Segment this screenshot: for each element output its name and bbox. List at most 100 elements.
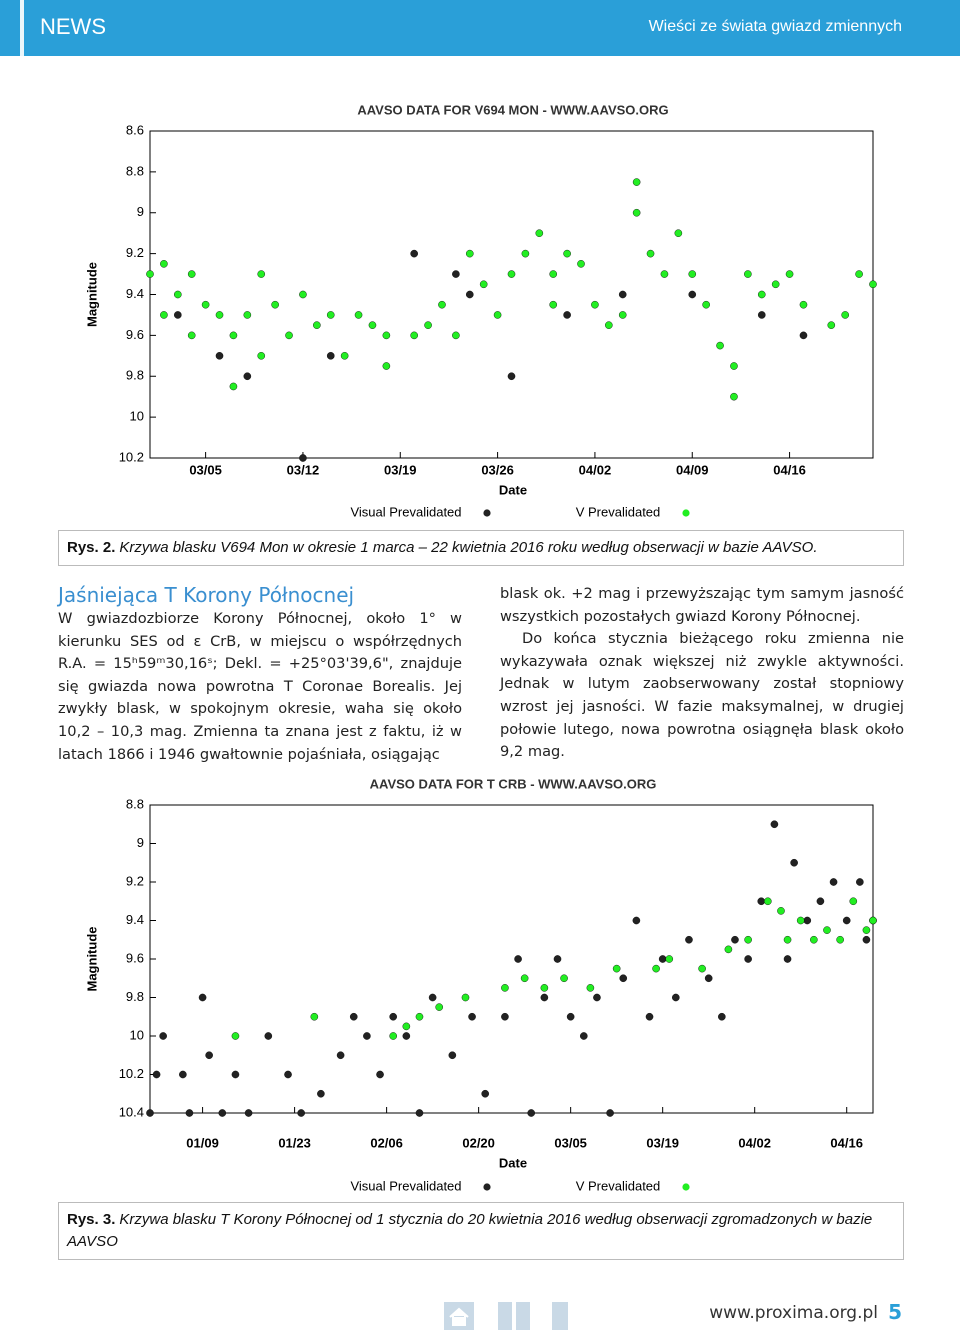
data-point (452, 270, 460, 278)
data-point (810, 935, 818, 944)
next-button[interactable] (516, 1302, 530, 1330)
data-point (660, 270, 669, 278)
data-point (243, 311, 252, 319)
data-point (481, 1089, 490, 1098)
data-point (174, 311, 182, 319)
data-point (632, 178, 641, 186)
footer-url: www.proxima.org.pl (709, 1303, 878, 1323)
data-point (698, 964, 706, 973)
data-point (718, 1012, 726, 1021)
y-tick-label: 8.8 (126, 796, 144, 811)
data-point (849, 897, 858, 906)
data-point (201, 300, 210, 309)
data-point (354, 311, 363, 319)
data-point (586, 984, 595, 992)
data-point (836, 935, 844, 944)
data-point (665, 955, 674, 963)
data-point (389, 1012, 397, 1021)
x-tick-label: 01/09 (186, 1135, 219, 1150)
y-tick-label: 9.8 (126, 368, 144, 383)
data-point (757, 897, 766, 906)
data-point (744, 935, 752, 944)
page-number: 5 (888, 1300, 902, 1324)
legend-marker (682, 1183, 690, 1191)
caption: Rys. 3. Krzywa blasku T Korony Północnej … (58, 1202, 904, 1260)
y-tick-label: 10.2 (119, 1066, 144, 1081)
data-point (257, 352, 266, 360)
data-point (869, 280, 877, 289)
prev-button[interactable] (498, 1302, 512, 1330)
data-point (313, 321, 321, 329)
section-title: NEWS (40, 14, 106, 39)
y-tick-label: 8.8 (126, 163, 144, 178)
data-point (229, 382, 238, 391)
data-point (770, 820, 779, 829)
data-point (410, 331, 418, 340)
data-point (549, 300, 558, 309)
data-point (179, 1070, 187, 1079)
data-point (757, 290, 766, 299)
data-point (389, 1032, 397, 1040)
legend-label: Visual Prevalidated (350, 1178, 461, 1193)
data-point (593, 993, 601, 1002)
data-point (402, 1032, 411, 1040)
data-point (646, 249, 655, 258)
data-point (501, 1012, 509, 1021)
data-point (799, 300, 808, 309)
x-tick-label: 02/06 (370, 1135, 403, 1150)
data-point (428, 993, 437, 1002)
data-point (284, 1070, 292, 1079)
caption-text: Krzywa blasku V694 Mon w okresie 1 marca… (119, 539, 818, 556)
data-point (299, 290, 307, 299)
data-point (816, 897, 825, 906)
data-point (658, 955, 667, 963)
article-left: Jaśniejąca T Korony Północnej W gwiazdoz… (58, 582, 462, 766)
data-point (231, 1070, 240, 1079)
data-point (152, 1070, 161, 1079)
data-point (448, 1051, 457, 1060)
x-tick-label: 02/20 (462, 1135, 495, 1150)
data-point (297, 1109, 305, 1117)
data-point (198, 993, 207, 1002)
data-point (527, 1109, 536, 1117)
y-tick-label: 9.6 (126, 950, 144, 965)
data-point (829, 878, 838, 886)
legend-label: V Prevalidated (576, 504, 661, 519)
data-point (264, 1032, 273, 1040)
data-point (730, 392, 738, 401)
data-point (618, 311, 627, 319)
paragraph: blask ok. +2 mag i przewyższając tym sam… (500, 585, 904, 625)
data-point (672, 993, 680, 1002)
y-tick-label: 9 (137, 204, 144, 219)
data-point (619, 974, 628, 983)
y-tick-label: 10.4 (119, 1104, 144, 1119)
paragraph: Do końca stycznia bieżącego roku zmienna… (500, 630, 904, 761)
data-point (632, 208, 641, 217)
data-point (174, 290, 182, 299)
data-point (563, 311, 571, 319)
x-tick-label: 04/16 (830, 1135, 863, 1150)
data-point (553, 955, 562, 963)
legend-marker (483, 509, 491, 517)
data-point (724, 945, 733, 954)
data-point (218, 1109, 227, 1117)
data-point (257, 270, 266, 278)
data-point (271, 300, 279, 309)
data-point (632, 916, 641, 925)
data-point (493, 311, 502, 319)
data-point (244, 1109, 253, 1117)
page-button[interactable] (552, 1302, 568, 1330)
caption: Rys. 2. Krzywa blasku V694 Mon w okresie … (58, 530, 904, 566)
data-point (674, 229, 683, 237)
data-point (187, 270, 196, 278)
y-tick-label: 9.4 (126, 286, 144, 301)
data-point (376, 1070, 384, 1079)
data-point (465, 290, 474, 299)
data-point (645, 1012, 654, 1021)
data-point (744, 955, 752, 963)
data-point (215, 311, 224, 319)
header-bar: NEWS Wieści ze świata gwiazd zmiennych (0, 0, 960, 56)
data-point (764, 897, 772, 906)
data-point (229, 331, 238, 340)
data-point (744, 270, 752, 278)
